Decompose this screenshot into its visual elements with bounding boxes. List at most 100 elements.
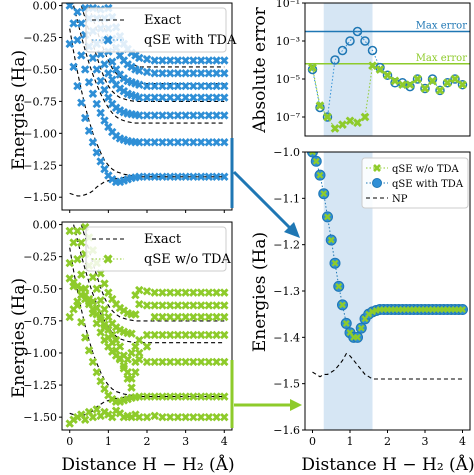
data-point xyxy=(100,164,109,174)
data-point xyxy=(204,69,214,78)
legend-label-qse: qSE with TDA xyxy=(144,33,237,48)
error-point-with xyxy=(345,36,355,46)
data-point xyxy=(204,312,214,322)
exact-line-10 xyxy=(80,224,225,322)
data-point xyxy=(100,323,109,332)
data-point xyxy=(135,299,144,309)
data-point xyxy=(173,330,183,340)
error-point-without xyxy=(308,63,317,72)
data-point xyxy=(181,357,190,367)
data-point xyxy=(158,288,167,297)
data-point xyxy=(220,172,229,181)
data-point xyxy=(92,319,101,328)
data-point xyxy=(135,392,144,401)
data-point xyxy=(212,288,221,297)
data-point xyxy=(189,357,198,367)
data-point xyxy=(196,81,206,91)
legend-label-exact: Exact xyxy=(144,232,182,247)
xtick-label: 0 xyxy=(309,435,316,448)
data-point xyxy=(65,312,74,322)
data-point xyxy=(150,312,159,322)
error-point-without xyxy=(345,116,355,126)
error-point-without xyxy=(458,80,467,90)
error-point-without xyxy=(443,78,452,88)
data-point xyxy=(104,312,113,322)
data-point xyxy=(65,39,74,49)
data-point xyxy=(220,312,229,322)
error-point-without xyxy=(405,80,415,90)
data-point xyxy=(181,392,190,401)
xtick-label: 1 xyxy=(105,435,112,448)
data-point xyxy=(189,111,198,120)
data-point xyxy=(92,284,101,293)
data-point xyxy=(165,288,175,297)
plot-area xyxy=(65,222,229,428)
error-point-with xyxy=(435,85,445,96)
data-point xyxy=(189,56,198,65)
ytick-label: −1.50 xyxy=(23,191,57,204)
data-point xyxy=(123,374,132,383)
legend-label-without: qSE w/o TDA xyxy=(392,164,460,175)
data-point xyxy=(80,113,90,123)
xtick-label: 1 xyxy=(347,435,354,448)
error-point-with xyxy=(420,83,430,94)
ytick-label: −1.1 xyxy=(273,192,300,205)
data-point xyxy=(92,368,101,377)
without-tda-point xyxy=(312,157,320,165)
data-point xyxy=(158,412,167,422)
ytick-label: −0.75 xyxy=(23,95,57,108)
data-point xyxy=(158,111,167,120)
data-point xyxy=(104,93,113,102)
data-point xyxy=(220,138,229,147)
data-point xyxy=(220,357,229,367)
ylabel-top-right: Absolute error xyxy=(250,6,270,133)
error-point-without xyxy=(428,76,437,86)
data-point xyxy=(173,312,183,322)
legend: Exact qSE w/o TDA xyxy=(85,226,231,272)
data-point xyxy=(165,330,175,340)
data-point xyxy=(196,172,206,181)
data-point xyxy=(212,93,221,102)
legend: Exact qSE with TDA xyxy=(85,7,237,53)
data-point xyxy=(92,99,101,109)
ytick-label: −1.00 xyxy=(23,347,57,360)
data-point xyxy=(150,392,159,401)
error-point-without xyxy=(435,86,445,95)
exact-line-10 xyxy=(80,5,225,102)
data-point xyxy=(196,330,206,340)
data-point xyxy=(96,108,105,118)
data-point xyxy=(65,258,74,268)
data-point xyxy=(196,392,206,401)
data-point xyxy=(165,301,175,310)
data-point xyxy=(204,330,214,340)
data-point xyxy=(189,392,198,401)
data-point xyxy=(142,55,152,64)
legend-label-np: NP xyxy=(392,194,408,205)
data-point xyxy=(165,357,175,367)
ylabel-bottom-left: Energies (Ha) xyxy=(9,278,29,398)
legend-label-with: qSE with TDA xyxy=(392,179,464,190)
data-point xyxy=(100,116,109,125)
data-point xyxy=(165,392,175,401)
data-point xyxy=(77,270,86,279)
exact-line-7 xyxy=(69,396,225,417)
data-point xyxy=(212,301,221,310)
data-point xyxy=(220,93,229,102)
ytick-label: −1.00 xyxy=(23,127,57,140)
data-point xyxy=(88,53,98,63)
data-point xyxy=(127,329,136,338)
data-point xyxy=(212,357,221,367)
ylabel-bottom-right: Energies (Ha) xyxy=(250,232,270,352)
data-point xyxy=(77,19,86,28)
data-point xyxy=(77,317,86,327)
axes-frame xyxy=(304,2,471,137)
xtick-label: 2 xyxy=(384,435,391,448)
ytick-label: 0.00 xyxy=(33,219,58,232)
data-point xyxy=(73,226,82,236)
data-point xyxy=(204,412,214,422)
data-point xyxy=(150,93,159,102)
data-point xyxy=(88,412,98,422)
ytick-label: 10⁻⁷ xyxy=(276,111,301,124)
data-point xyxy=(158,93,167,102)
data-point xyxy=(92,65,101,74)
